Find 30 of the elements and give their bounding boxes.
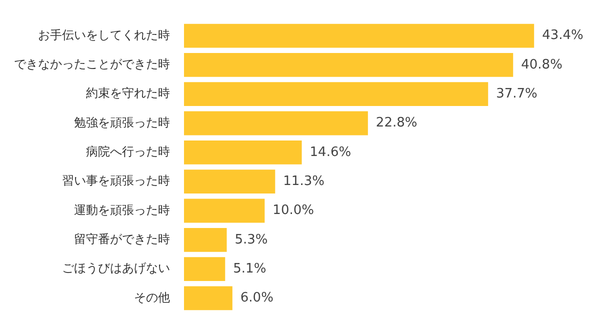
y-tick-label: ごほうびはあげない [62, 261, 170, 276]
bar [184, 140, 302, 164]
y-tick-label: お手伝いをしてくれた時 [38, 28, 170, 42]
y-tick-label: 勉強を頑張った時 [74, 115, 170, 130]
y-tick-label: 習い事を頑張った時 [62, 174, 170, 188]
bar [184, 24, 534, 48]
data-label: 43.4% [542, 28, 584, 44]
y-tick-label: できなかったことができた時 [14, 57, 170, 72]
y-tick-label: 病院へ行った時 [86, 144, 170, 159]
bar [184, 198, 265, 223]
data-label: 37.7% [496, 86, 538, 102]
data-label: 22.8% [376, 116, 418, 131]
data-label: 5.1% [233, 261, 266, 276]
bar [184, 257, 226, 282]
data-label: 14.6% [310, 144, 352, 160]
bar [184, 286, 232, 310]
bar [184, 52, 514, 77]
data-label: 6.0% [240, 290, 274, 306]
bar [184, 111, 368, 136]
bar [184, 170, 276, 194]
y-tick-label: 約束を守れた時 [86, 86, 170, 100]
y-tick-label: 留守番ができた時 [74, 232, 170, 246]
data-label: 11.3% [283, 174, 324, 189]
bar [184, 82, 488, 106]
data-label: 40.8% [521, 57, 562, 72]
bar [184, 228, 227, 252]
y-tick-label: その他 [134, 290, 170, 304]
data-label: 5.3% [234, 232, 268, 248]
data-label: 10.0% [272, 203, 314, 218]
y-tick-label: 運動を頑張った時 [74, 202, 170, 217]
